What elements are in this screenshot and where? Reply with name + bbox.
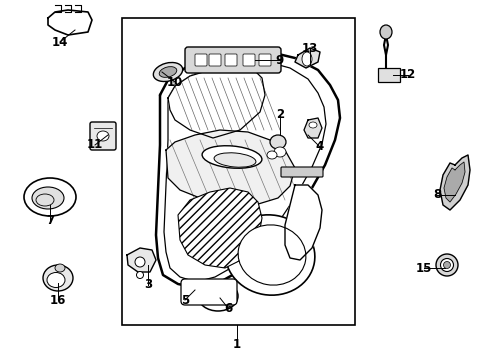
Ellipse shape: [308, 122, 316, 128]
Ellipse shape: [273, 147, 285, 157]
FancyBboxPatch shape: [184, 47, 281, 73]
Text: 11: 11: [87, 139, 103, 152]
Text: 16: 16: [50, 293, 66, 306]
Polygon shape: [168, 66, 264, 138]
Ellipse shape: [214, 153, 255, 167]
Ellipse shape: [55, 264, 65, 272]
Ellipse shape: [435, 254, 457, 276]
FancyBboxPatch shape: [224, 54, 237, 66]
Polygon shape: [285, 185, 321, 260]
Polygon shape: [165, 130, 294, 205]
Text: 7: 7: [46, 213, 54, 226]
Polygon shape: [178, 188, 262, 268]
Ellipse shape: [136, 271, 143, 279]
Ellipse shape: [440, 258, 452, 271]
FancyBboxPatch shape: [90, 122, 116, 150]
Text: 8: 8: [432, 189, 440, 202]
Ellipse shape: [238, 225, 305, 285]
Ellipse shape: [153, 63, 183, 81]
Ellipse shape: [266, 151, 276, 159]
Text: 15: 15: [415, 261, 431, 274]
Ellipse shape: [202, 146, 262, 168]
Ellipse shape: [47, 273, 65, 288]
Polygon shape: [294, 48, 319, 68]
Text: 5: 5: [181, 293, 189, 306]
Ellipse shape: [159, 67, 177, 77]
Ellipse shape: [198, 281, 238, 311]
FancyBboxPatch shape: [243, 54, 254, 66]
FancyBboxPatch shape: [281, 167, 323, 177]
Polygon shape: [127, 248, 156, 272]
Text: 3: 3: [143, 279, 152, 292]
Ellipse shape: [379, 25, 391, 39]
Text: 9: 9: [275, 54, 284, 67]
FancyBboxPatch shape: [181, 279, 237, 305]
Ellipse shape: [269, 135, 285, 149]
FancyBboxPatch shape: [259, 54, 270, 66]
Ellipse shape: [32, 187, 64, 209]
Ellipse shape: [24, 178, 76, 216]
Ellipse shape: [224, 215, 314, 295]
Ellipse shape: [443, 261, 449, 269]
Text: 14: 14: [52, 36, 68, 49]
FancyBboxPatch shape: [195, 54, 206, 66]
FancyBboxPatch shape: [377, 68, 399, 82]
FancyBboxPatch shape: [208, 54, 221, 66]
Text: 2: 2: [275, 108, 284, 122]
Ellipse shape: [135, 257, 145, 267]
Text: 6: 6: [224, 302, 232, 315]
Polygon shape: [156, 52, 339, 288]
Ellipse shape: [43, 265, 73, 291]
Polygon shape: [304, 118, 321, 138]
Text: 13: 13: [301, 41, 318, 54]
Ellipse shape: [302, 52, 311, 66]
Polygon shape: [439, 155, 469, 210]
Text: 10: 10: [166, 76, 183, 89]
Polygon shape: [443, 162, 464, 202]
Text: 1: 1: [232, 338, 241, 351]
Ellipse shape: [97, 131, 109, 141]
Text: 12: 12: [399, 68, 415, 81]
Polygon shape: [48, 10, 92, 35]
Bar: [122, 18, 354, 325]
Text: 4: 4: [315, 140, 324, 153]
